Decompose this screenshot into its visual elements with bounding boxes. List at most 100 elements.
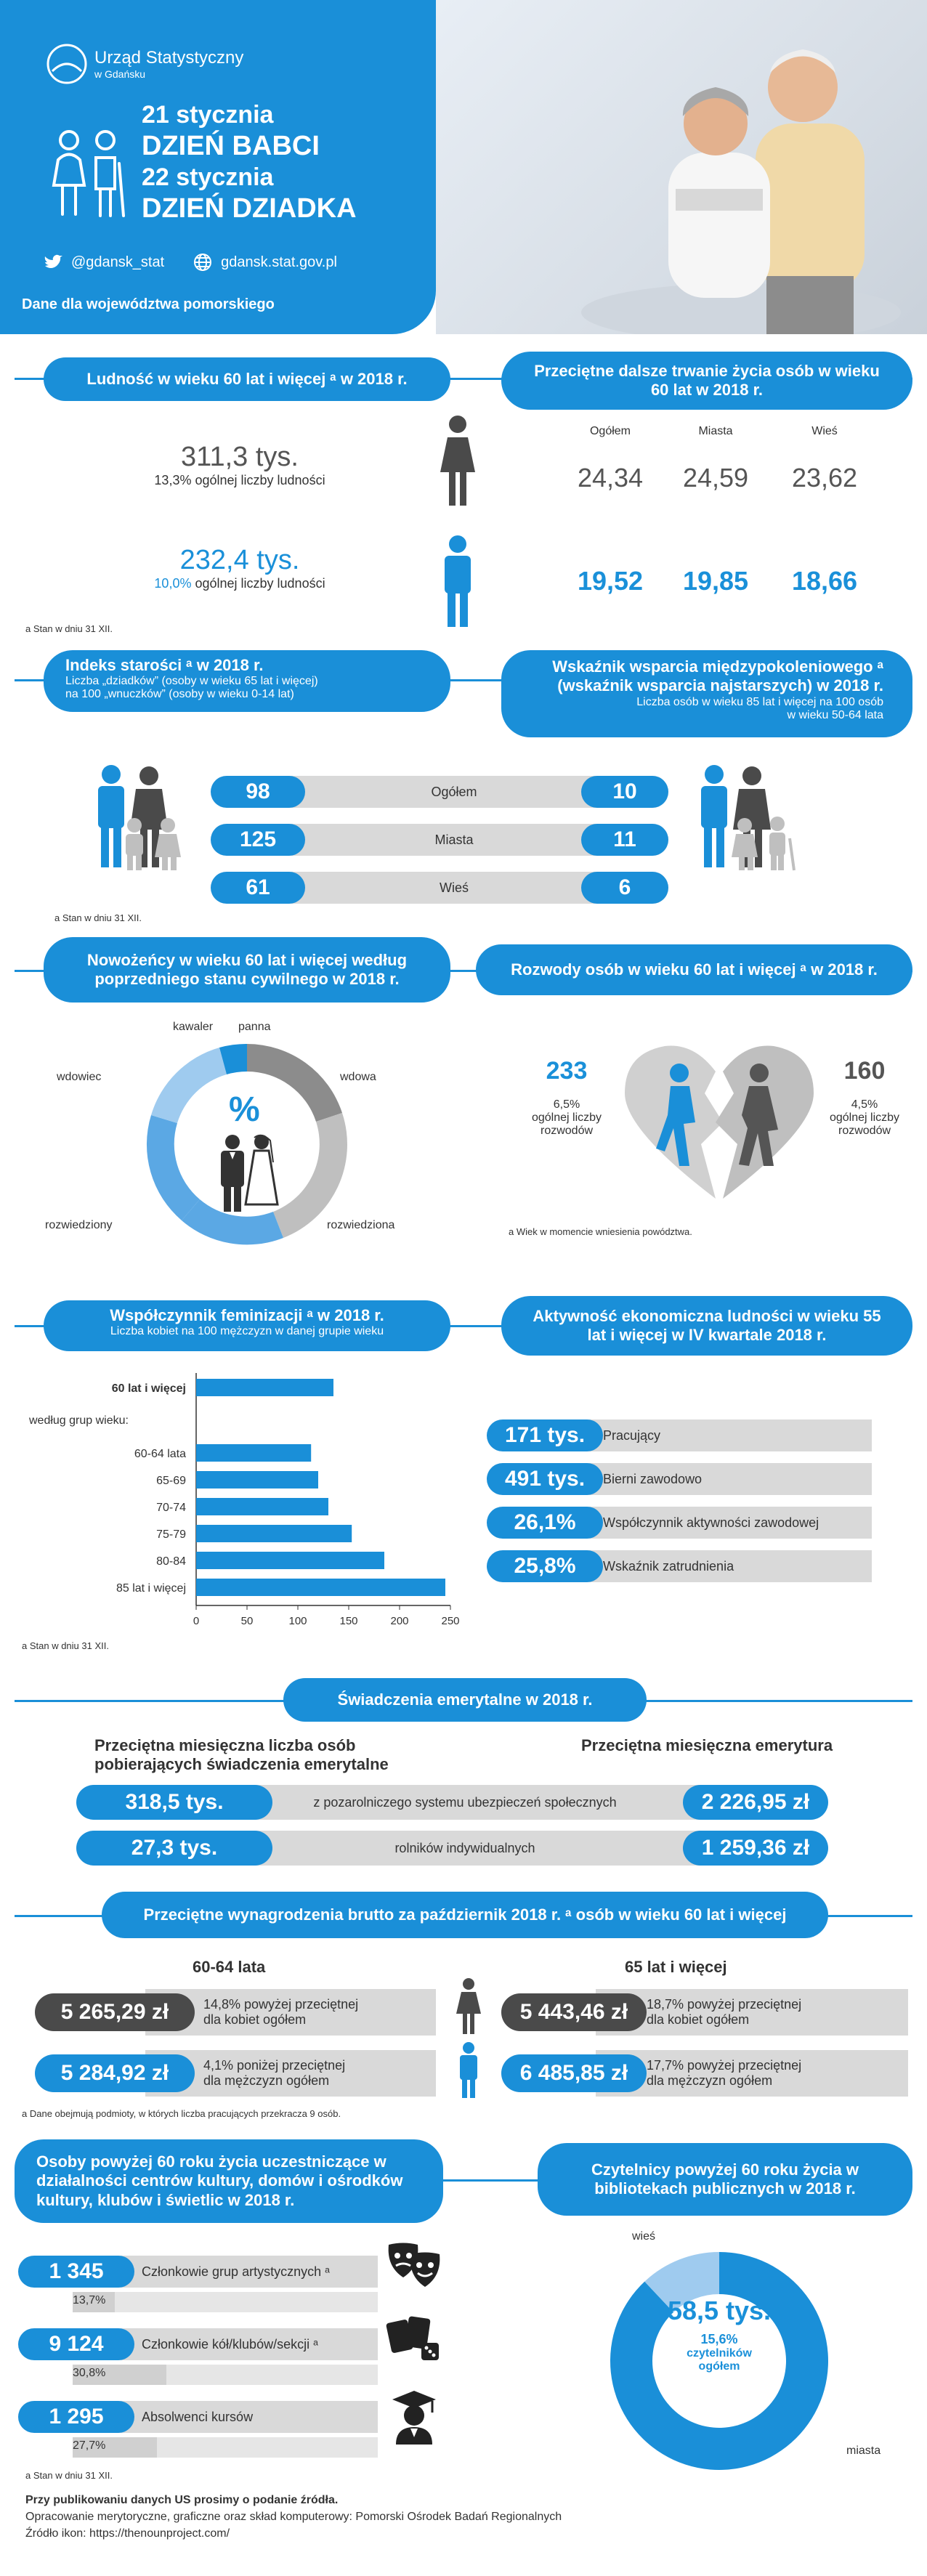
footer-credits: Opracowanie merytoryczne, graficzne oraz… <box>25 2511 562 2524</box>
pension-count-nonagri: 318,5 tys. <box>76 1785 272 1820</box>
activity-row: Pracujący <box>552 1419 872 1451</box>
wage-men-right: 6 485,85 zł <box>501 2054 647 2092</box>
label-wdowiec: wdowiec <box>57 1071 102 1083</box>
wages-note: a Dane obejmują podmioty, w których licz… <box>22 2108 341 2119</box>
office-name: Urząd Statystyczny w Gdańsku <box>94 48 244 80</box>
donut-segment-panna <box>247 1044 342 1122</box>
pension-amount-farmers: 1 259,36 zł <box>683 1831 828 1866</box>
section-rule <box>15 378 912 380</box>
section-rule <box>15 1325 912 1327</box>
activity-value: 171 tys. <box>487 1419 603 1451</box>
bar <box>196 1498 328 1515</box>
activity-title: Aktywność ekonomiczna ludności w wieku 5… <box>501 1296 912 1356</box>
feminization-note: a Stan w dniu 31 XII. <box>22 1640 109 1651</box>
section-rule <box>15 2179 912 2182</box>
holiday-titles: 21 stycznia DZIEŃ BABCI 22 stycznia DZIE… <box>142 101 357 224</box>
feminization-chart: 0 50 100 150 200 250 według grup wieku: 60 lat … <box>28 1373 460 1627</box>
newlyweds-title: Nowożeńcy w wieku 60 lat i więcej według… <box>44 937 450 1003</box>
bar <box>196 1552 384 1569</box>
men-population: 232,4 tys. 10,0% ogólnej liczby ludności <box>154 545 325 591</box>
region-label: Dane dla województwa pomorskiego <box>22 296 275 312</box>
wage-women-left: 5 265,29 zł <box>35 1993 195 2031</box>
activity-value: 25,8% <box>487 1550 603 1582</box>
library-center: 58,5 tys. 15,6% czytelników ogółem <box>667 2296 772 2373</box>
library-donut <box>610 2252 828 2470</box>
x-tick-label: 100 <box>288 1615 307 1627</box>
life-expectancy-women-row: 24,34 24,59 23,62 <box>577 463 858 493</box>
culture-share: 27,7% <box>73 2439 106 2452</box>
activity-value: 26,1% <box>487 1507 603 1539</box>
label-wdowa: wdowa <box>340 1071 376 1083</box>
culture-share-track <box>73 2437 378 2458</box>
donut-segment-kawaler <box>219 1043 247 1074</box>
wage-men-right-bar: 17,7% powyżej przeciętnej dla mężczyzn og… <box>596 2050 908 2097</box>
support-ratio-title-box: Wskaźnik wsparcia międzypokoleniowego ᵃ … <box>501 650 912 737</box>
category-label: 80-84 <box>156 1555 186 1568</box>
category-label: 60 lat i więcej <box>112 1382 186 1395</box>
footer-source-request: Przy publikowaniu danych US prosimy o po… <box>25 2494 339 2506</box>
culture-note: a Stan w dniu 31 XII. <box>25 2470 113 2481</box>
label-miasta: miasta <box>846 2445 881 2457</box>
x-tick-label: 0 <box>193 1615 199 1627</box>
divorces-note: a Wiek w momencie wniesienia powództwa. <box>509 1226 692 1237</box>
adult-elderly-icon <box>701 765 796 871</box>
culture-share-fill <box>73 2437 158 2458</box>
divorces-women: 160 4,5% ogólnej liczby rozwodów <box>829 1057 900 1137</box>
man-icon <box>445 535 471 627</box>
percent-symbol: % <box>229 1090 260 1129</box>
newlyweds-donut <box>146 1043 347 1245</box>
library-title: Czytelnicy powyżej 60 roku życia w bibli… <box>538 2143 912 2216</box>
category-label: 70-74 <box>156 1502 186 1514</box>
wages-title: Przeciętne wynagrodzenia brutto za paźdz… <box>102 1892 828 1938</box>
wage-women-right-bar: 18,7% powyżej przeciętnej dla kobiet ogół… <box>596 1989 908 2036</box>
donut-segment-rozwiedziona <box>182 1199 283 1245</box>
grandparent-children-icon <box>98 765 181 870</box>
twitter-link[interactable]: @gdansk_stat <box>71 254 165 270</box>
life-expectancy-title: Przeciętne dalsze trwanie życia osób w w… <box>501 352 912 410</box>
divorces-title: Rozwody osób w wieku 60 lat i więcej ᵃ w… <box>476 944 912 995</box>
label-kawaler: kawaler <box>173 1021 214 1033</box>
bar <box>196 1525 352 1542</box>
cards-dice-icon <box>386 2316 439 2360</box>
woman-icon <box>440 416 475 506</box>
donut-segment-wies <box>644 2252 719 2312</box>
group-label: według grup wieku: <box>28 1414 129 1427</box>
pensions-right-header: Przeciętna miesięczna emerytura <box>581 1736 833 1754</box>
x-tick-label: 50 <box>241 1615 254 1627</box>
culture-share-fill <box>73 2365 167 2385</box>
aging-index-cities: 125 <box>211 824 305 856</box>
twitter-icon <box>44 254 62 268</box>
footer-icons-source[interactable]: Źródło ikon: https://thenounproject.com/ <box>25 2527 230 2540</box>
activity-value: 491 tys. <box>487 1463 603 1495</box>
activity-row: Wskaźnik zatrudnienia <box>552 1550 872 1582</box>
aging-index-total: 98 <box>211 776 305 808</box>
grandparents-icon <box>52 130 125 217</box>
woman-icon <box>456 1978 481 2034</box>
aging-index-title-box: Indeks starości ᵃ w 2018 r. Liczba „dzia… <box>44 650 450 712</box>
header-photo <box>436 0 927 334</box>
social-links: @gdansk_stat gdansk.stat.gov.pl <box>44 253 337 272</box>
label-rozwiedziona: rozwiedziona <box>327 1219 395 1231</box>
bar <box>196 1444 312 1462</box>
wedding-couple-icon <box>221 1134 279 1212</box>
label-panna: panna <box>238 1021 271 1033</box>
wage-women-right: 5 443,46 zł <box>501 1993 647 2031</box>
category-label: 60-64 lata <box>134 1448 186 1460</box>
life-expectancy-men-row: 19,52 19,85 18,66 <box>577 566 858 596</box>
culture-share: 13,7% <box>73 2294 106 2306</box>
elderly-couple-photo <box>581 49 901 334</box>
label-rozwiedziony: rozwiedziony <box>45 1219 113 1231</box>
section-rule <box>15 679 912 681</box>
bar <box>196 1471 318 1489</box>
globe-icon <box>194 254 212 271</box>
population-note: a Stan w dniu 31 XII. <box>25 623 113 634</box>
women-population: 311,3 tys. 13,3% ogólnej liczby ludności <box>154 442 325 487</box>
theater-masks-icon <box>388 2243 440 2287</box>
culture-share-fill <box>73 2292 115 2312</box>
label-wies: wieś <box>632 2230 656 2243</box>
pension-count-farmers: 27,3 tys. <box>76 1831 272 1866</box>
website-link[interactable]: gdansk.stat.gov.pl <box>221 254 337 270</box>
culture-title: Osoby powyżej 60 roku życia uczestnicząc… <box>15 2139 443 2223</box>
feminization-title-box: Współczynnik feminizacji ᵃ w 2018 r. Lic… <box>44 1300 450 1351</box>
bar <box>196 1379 333 1396</box>
